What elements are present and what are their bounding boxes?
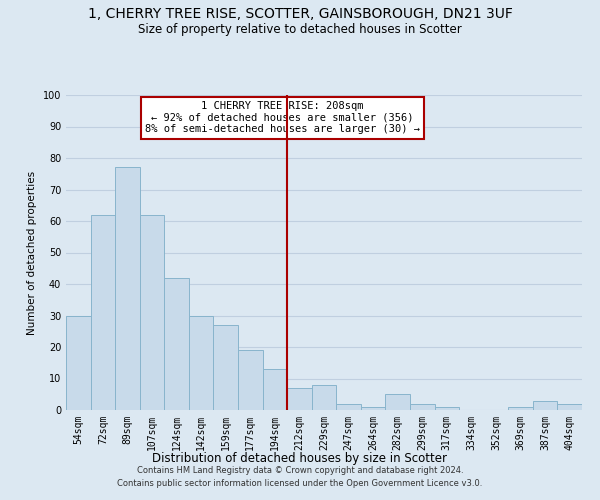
Bar: [140, 214, 164, 410]
Bar: [557, 404, 582, 410]
Y-axis label: Number of detached properties: Number of detached properties: [27, 170, 37, 334]
Bar: [287, 388, 312, 410]
Bar: [385, 394, 410, 410]
Bar: [238, 350, 263, 410]
Bar: [189, 316, 214, 410]
Bar: [263, 369, 287, 410]
Bar: [410, 404, 434, 410]
Bar: [312, 385, 336, 410]
Text: Contains HM Land Registry data © Crown copyright and database right 2024.
Contai: Contains HM Land Registry data © Crown c…: [118, 466, 482, 487]
Bar: [336, 404, 361, 410]
Bar: [164, 278, 189, 410]
Bar: [115, 168, 140, 410]
Bar: [533, 400, 557, 410]
Bar: [508, 407, 533, 410]
Bar: [66, 316, 91, 410]
Bar: [214, 325, 238, 410]
Bar: [434, 407, 459, 410]
Text: 1, CHERRY TREE RISE, SCOTTER, GAINSBOROUGH, DN21 3UF: 1, CHERRY TREE RISE, SCOTTER, GAINSBOROU…: [88, 8, 512, 22]
Text: Distribution of detached houses by size in Scotter: Distribution of detached houses by size …: [152, 452, 448, 465]
Text: Size of property relative to detached houses in Scotter: Size of property relative to detached ho…: [138, 22, 462, 36]
Bar: [91, 214, 115, 410]
Text: 1 CHERRY TREE RISE: 208sqm
← 92% of detached houses are smaller (356)
8% of semi: 1 CHERRY TREE RISE: 208sqm ← 92% of deta…: [145, 102, 420, 134]
Bar: [361, 407, 385, 410]
